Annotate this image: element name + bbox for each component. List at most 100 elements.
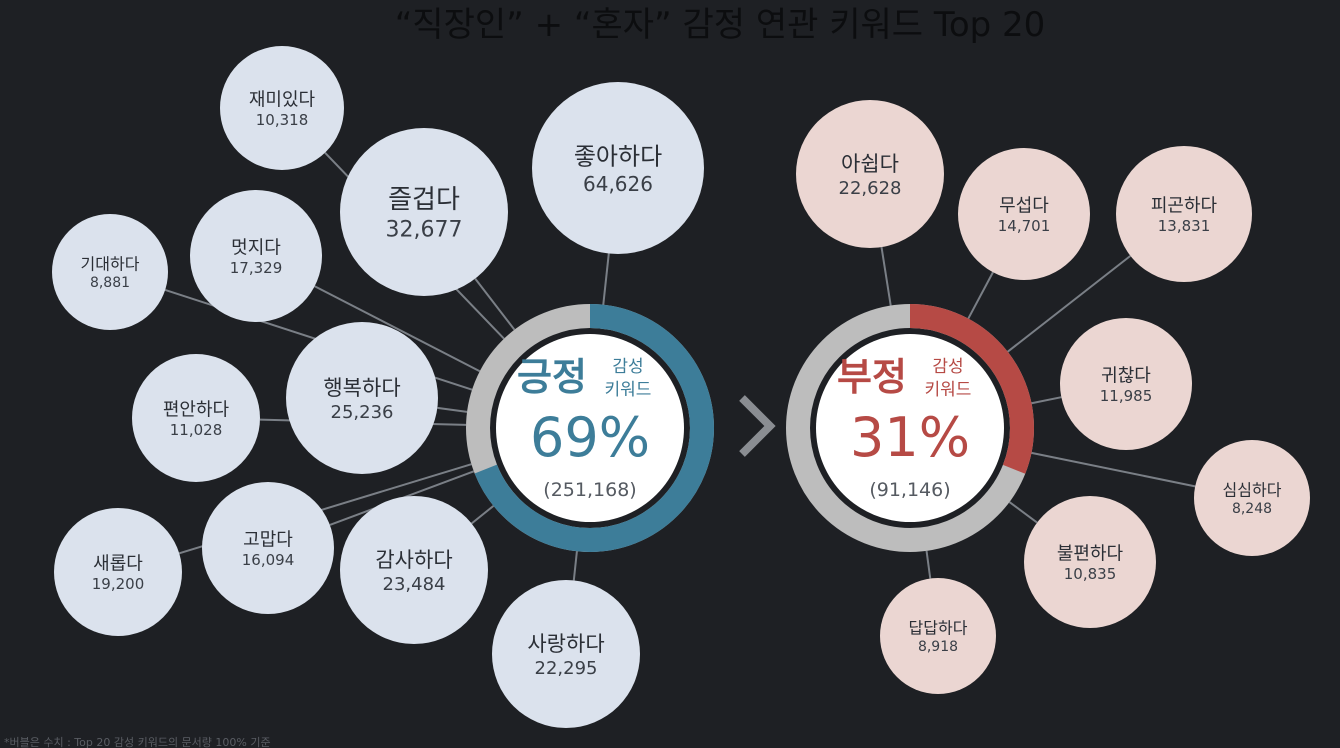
chevron-right-icon-shape [739, 395, 776, 457]
keyword-value: 64,626 [583, 172, 653, 196]
connector-line [1031, 396, 1062, 405]
ring-center [816, 334, 1004, 522]
total-count: (251,168) [543, 479, 636, 501]
bubble-circle [1060, 318, 1192, 450]
keyword-label: 심심하다 [1223, 481, 1282, 500]
keyword-value: 16,094 [242, 551, 295, 569]
bubble-circle [190, 190, 322, 322]
keyword-label: 사랑하다 [527, 632, 604, 656]
connector-line [967, 271, 994, 320]
keyword-value: 8,881 [90, 275, 130, 291]
keyword-value: 14,701 [998, 217, 1051, 235]
connector-line [314, 285, 481, 373]
bubble-circle [1024, 496, 1156, 628]
keyword-value: 13,831 [1158, 217, 1211, 235]
keyword-label: 새롭다 [93, 553, 143, 574]
ring-share-arc [466, 304, 714, 552]
connector-line [602, 253, 610, 305]
keyword-value: 25,236 [331, 402, 394, 423]
keyword-label: 즐겁다 [388, 185, 460, 215]
connector-line [1031, 451, 1196, 488]
bubble-circle [492, 580, 640, 728]
sentiment-sublabel: 키워드 [925, 380, 972, 400]
keyword-value: 19,200 [92, 575, 145, 593]
bubble-circle [532, 82, 704, 254]
bubble-circle [220, 46, 344, 170]
sentiment-label: 부정 [837, 355, 907, 399]
keyword-value: 11,985 [1100, 387, 1153, 405]
bubble-circle [286, 322, 438, 474]
bubble-circle [202, 482, 334, 614]
connector-line [925, 550, 932, 579]
keyword-bubbles: 좋아하다64,626즐겁다32,677행복하다25,236감사하다23,484사… [52, 46, 1310, 728]
keyword-label: 불편하다 [1057, 543, 1124, 564]
bubble-circle [958, 148, 1090, 280]
keyword-bubble: 즐겁다 32,677 [340, 128, 508, 296]
keyword-label: 피곤하다 [1151, 195, 1218, 216]
keyword-value: 11,028 [170, 421, 223, 439]
bubble-circle [132, 354, 260, 482]
ring-center [496, 334, 684, 522]
sentiment-label: 긍정 [517, 355, 587, 399]
connector-line [572, 551, 578, 581]
share-percent: 69% [530, 406, 650, 469]
keyword-label: 답답하다 [909, 619, 968, 638]
keyword-label: 멋지다 [231, 237, 281, 258]
bubble-circle [796, 100, 944, 248]
sentiment-sublabel: 감성 [612, 357, 643, 377]
connector-line [1008, 501, 1038, 524]
keyword-label: 아쉽다 [841, 152, 899, 176]
connector-line [437, 406, 468, 413]
share-percent: 31% [850, 406, 970, 469]
bubble-circle [1116, 146, 1252, 282]
bubble-circle [880, 578, 996, 694]
bubble-circle [52, 214, 168, 330]
keyword-label: 행복하다 [323, 376, 400, 400]
keyword-label: 귀찮다 [1101, 365, 1151, 386]
bubble-circle [54, 508, 182, 636]
keyword-label: 재미있다 [249, 89, 316, 110]
connector-line [1007, 255, 1132, 353]
keyword-value: 8,918 [918, 639, 958, 655]
bubble-circle [1194, 440, 1310, 556]
keyword-label: 편안하다 [163, 399, 230, 420]
keyword-label: 고맙다 [243, 529, 293, 550]
keyword-label: 좋아하다 [574, 142, 662, 170]
keyword-value: 17,329 [230, 259, 283, 277]
keyword-label: 기대하다 [81, 255, 140, 274]
bubble-circle [340, 496, 488, 644]
connector-line [880, 246, 892, 306]
ring-share-arc [786, 304, 1034, 552]
keyword-label: 감사하다 [375, 548, 452, 572]
keyword-label: 무섭다 [999, 195, 1049, 216]
connector-line [474, 277, 516, 331]
chart-title: “직장인” + “혼자” 감정 연관 키워드 Top 20 [395, 5, 1046, 45]
keyword-value: 22,628 [839, 178, 902, 199]
keyword-value: 23,484 [383, 574, 446, 595]
keyword-value: 8,248 [1232, 501, 1272, 517]
total-count: (91,146) [869, 479, 950, 501]
keyword-value: 10,835 [1064, 565, 1117, 583]
bubble-circle [340, 128, 508, 296]
keyword-value: 32,677 [386, 218, 463, 243]
sentiment-sublabel: 키워드 [605, 380, 652, 400]
